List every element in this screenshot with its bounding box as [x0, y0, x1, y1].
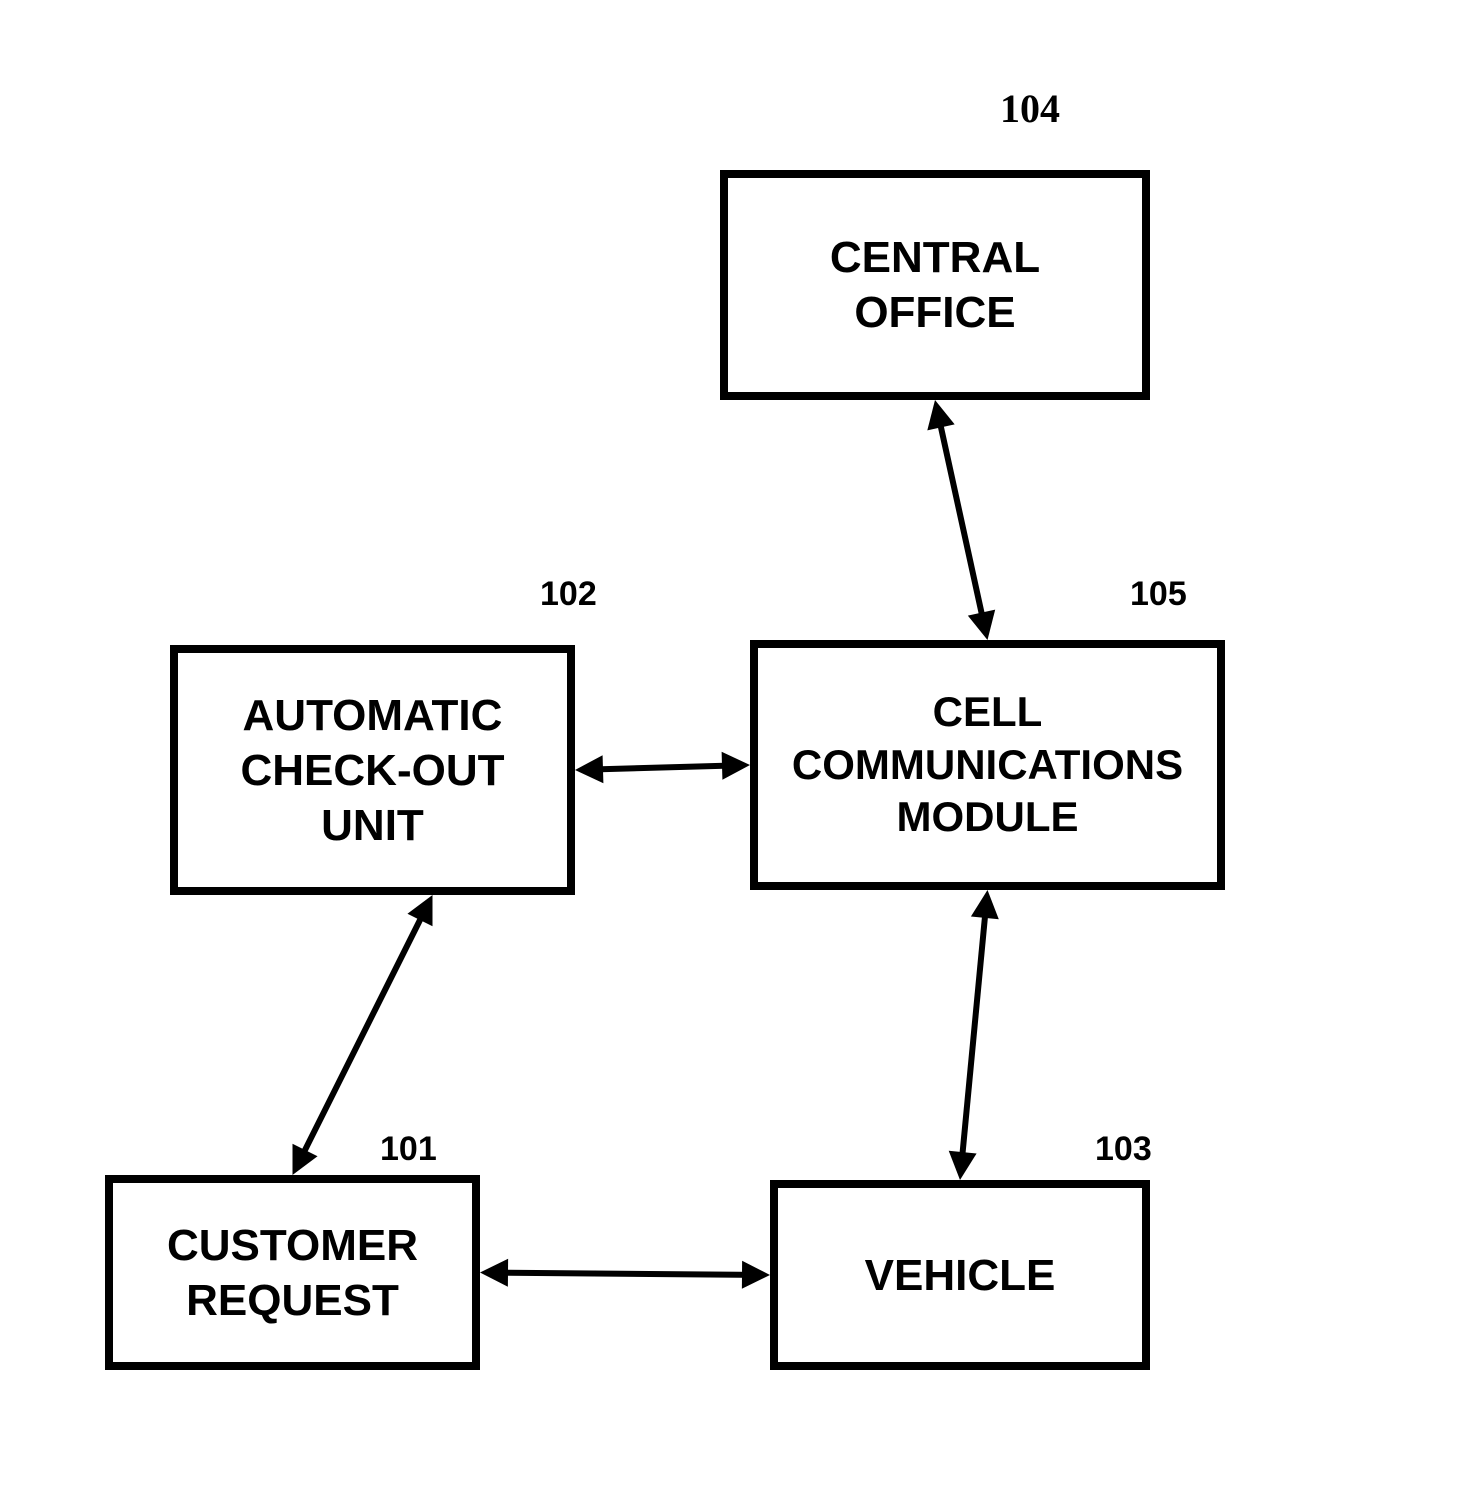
diagram-canvas: CENTRAL OFFICE 104 AUTOMATIC CHECK-OUT U… — [0, 0, 1471, 1489]
ref-central-office: 104 — [1000, 85, 1060, 132]
node-customer-request-label: CUSTOMER REQUEST — [167, 1218, 418, 1328]
node-automatic-checkout: AUTOMATIC CHECK-OUT UNIT — [170, 645, 575, 895]
ref-vehicle: 103 — [1095, 1130, 1152, 1169]
node-cell-comm-label: CELL COMMUNICATIONS MODULE — [792, 686, 1183, 844]
node-customer-request: CUSTOMER REQUEST — [105, 1175, 480, 1370]
node-vehicle: VEHICLE — [770, 1180, 1150, 1370]
ref-cell-comm: 105 — [1130, 575, 1187, 614]
node-cell-comm: CELL COMMUNICATIONS MODULE — [750, 640, 1225, 890]
ref-automatic-checkout: 102 — [540, 575, 597, 614]
node-automatic-checkout-label: AUTOMATIC CHECK-OUT UNIT — [241, 688, 505, 853]
ref-customer-request: 101 — [380, 1130, 437, 1169]
node-central-office-label: CENTRAL OFFICE — [830, 230, 1040, 340]
node-vehicle-label: VEHICLE — [865, 1248, 1056, 1303]
node-central-office: CENTRAL OFFICE — [720, 170, 1150, 400]
